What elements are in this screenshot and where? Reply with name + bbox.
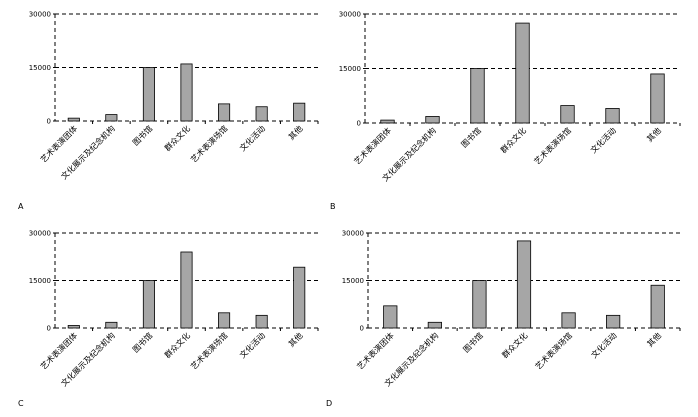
bar bbox=[380, 119, 395, 124]
panel-letter: B bbox=[330, 202, 336, 211]
x-tick-label: 其他 bbox=[645, 330, 663, 348]
x-tick-label: 图书馆 bbox=[130, 330, 154, 354]
panel-d: 01500030000艺术表演团体文化展示及纪念机构 图书馆 群众文化 艺术表演场馆文… bbox=[326, 230, 681, 408]
bar bbox=[67, 325, 80, 329]
panel-letter: A bbox=[18, 202, 24, 211]
bar bbox=[218, 312, 231, 329]
bar bbox=[142, 280, 155, 329]
bar bbox=[293, 266, 306, 329]
bar bbox=[515, 22, 530, 124]
bar bbox=[605, 108, 620, 124]
bar bbox=[142, 67, 155, 122]
y-tick-label: 15000 bbox=[342, 277, 364, 285]
panel-letter: C bbox=[18, 399, 24, 408]
x-tick-label: 群众文化 bbox=[498, 125, 528, 155]
x-tick-label: 文化活动 bbox=[588, 125, 618, 155]
bar bbox=[561, 312, 576, 329]
bar bbox=[105, 114, 118, 122]
panel-letter: D bbox=[326, 399, 332, 408]
bar bbox=[180, 251, 193, 329]
bar bbox=[470, 68, 485, 124]
panel-b: 01500030000艺术表演团体文化展示及纪念机构 图书馆 群众文化 艺术表演场馆文… bbox=[330, 11, 681, 211]
bar bbox=[472, 280, 487, 329]
x-tick-label: 艺术表演团体 bbox=[352, 125, 393, 166]
panel-a: 01500030000艺术表演团体文化展示及纪念机构 图书馆 群众文化艺术表演场馆文… bbox=[18, 11, 319, 211]
bar bbox=[606, 314, 621, 329]
x-tick-label: 文化活动 bbox=[237, 123, 267, 153]
bar bbox=[427, 321, 442, 329]
bar bbox=[650, 284, 665, 329]
x-tick-label: 图书馆 bbox=[461, 330, 485, 354]
x-tick-label: 艺术表演团体 bbox=[38, 330, 79, 371]
bar bbox=[516, 240, 532, 329]
x-tick-label: 其他 bbox=[286, 330, 304, 348]
x-tick-label: 艺术表演场馆 bbox=[188, 330, 229, 371]
x-tick-label: 群众文化 bbox=[162, 123, 192, 153]
x-tick-label: 文化活动 bbox=[589, 330, 619, 360]
bar bbox=[105, 321, 118, 329]
x-tick-label: 其他 bbox=[286, 123, 304, 141]
panel-c: 01500030000艺术表演团体文化展示及纪念机构 图书馆 群众文化艺术表演场馆文… bbox=[18, 230, 319, 408]
y-tick-label: 0 bbox=[357, 120, 361, 128]
x-tick-label: 艺术表演场馆 bbox=[532, 125, 573, 166]
x-tick-label: 文化活动 bbox=[237, 330, 267, 360]
y-tick-label: 15000 bbox=[339, 65, 361, 73]
x-tick-label: 群众文化 bbox=[162, 330, 192, 360]
y-tick-label: 30000 bbox=[29, 230, 51, 238]
bar bbox=[425, 116, 440, 124]
bar bbox=[255, 314, 268, 329]
y-tick-label: 0 bbox=[47, 118, 51, 126]
x-tick-label: 艺术表演团体 bbox=[38, 123, 79, 164]
x-tick-label: 艺术表演场馆 bbox=[188, 123, 229, 164]
bar bbox=[293, 102, 306, 122]
y-tick-label: 0 bbox=[360, 325, 364, 333]
y-tick-label: 30000 bbox=[29, 11, 51, 19]
bar bbox=[218, 103, 231, 122]
x-tick-label: 群众文化 bbox=[500, 330, 530, 360]
bar bbox=[560, 105, 575, 124]
y-tick-label: 30000 bbox=[342, 230, 364, 238]
bar bbox=[383, 305, 398, 329]
x-tick-label: 图书馆 bbox=[130, 123, 154, 147]
y-tick-label: 30000 bbox=[339, 11, 361, 19]
bar bbox=[650, 73, 665, 124]
x-tick-label: 图书馆 bbox=[459, 125, 483, 149]
x-tick-label: 艺术表演团体 bbox=[355, 330, 396, 371]
bar bbox=[67, 117, 80, 122]
y-tick-label: 15000 bbox=[29, 64, 51, 72]
x-tick-label: 其他 bbox=[645, 125, 663, 143]
y-tick-label: 0 bbox=[47, 325, 51, 333]
y-tick-label: 15000 bbox=[29, 277, 51, 285]
bar bbox=[255, 106, 268, 122]
x-tick-label: 艺术表演场馆 bbox=[533, 330, 574, 371]
bar bbox=[180, 63, 193, 122]
